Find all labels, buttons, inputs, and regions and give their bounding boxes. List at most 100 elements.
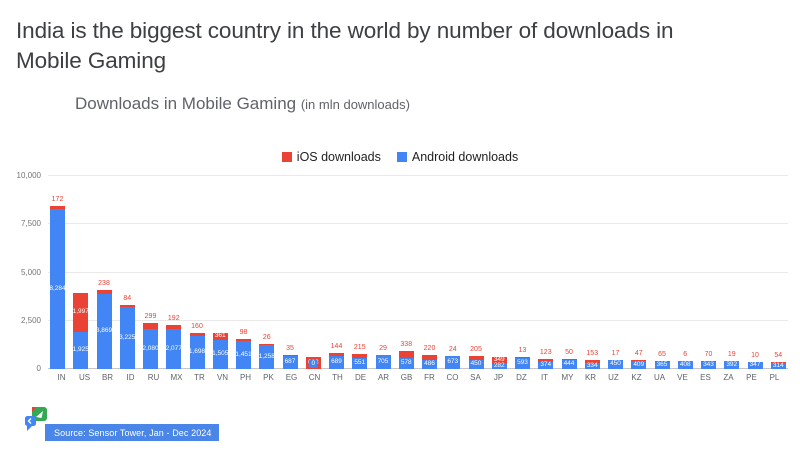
android-value-BR: 3,869 xyxy=(95,327,113,335)
ios-segment-PL xyxy=(770,361,786,363)
ios-value-TR: 160 xyxy=(191,323,203,331)
x-label-AR: AR xyxy=(377,373,390,382)
ios-segment-KR xyxy=(584,359,600,363)
x-label-CN: CN xyxy=(308,373,321,382)
ios-value-KR: 153 xyxy=(586,349,599,357)
gridline-7500 xyxy=(48,223,788,225)
legend-item-ios: iOS downloads xyxy=(281,150,381,164)
ios-segment-IN xyxy=(50,205,65,210)
ios-segment-ES xyxy=(701,361,716,363)
bar-VE: 6 408 xyxy=(677,351,693,369)
ios-value-UZ: 17 xyxy=(611,350,620,357)
page-title: India is the biggest country in the worl… xyxy=(16,18,674,74)
ios-segment-DE xyxy=(352,354,368,359)
android-swatch-icon xyxy=(396,152,407,162)
ios-segment-VN: 361 xyxy=(212,333,228,340)
x-label-ID: ID xyxy=(126,373,135,382)
ios-value-MY: 50 xyxy=(565,349,573,357)
bar-EG: 35 687 xyxy=(282,345,298,369)
ios-segment-AR xyxy=(375,354,391,356)
bar-DZ: 13 593 xyxy=(515,347,530,369)
ios-segment-UA xyxy=(654,360,670,362)
android-segment-PE: 347 xyxy=(747,361,763,369)
x-label-UA: UA xyxy=(653,373,666,382)
bar-TH: 144 689 xyxy=(329,343,344,369)
ios-value-TH: 144 xyxy=(330,342,343,350)
bar-ES: 70 343 xyxy=(701,351,716,369)
bar-DE: 215 551 xyxy=(352,344,368,369)
android-segment-MX: 2,077 xyxy=(165,328,182,369)
android-segment-AR: 705 xyxy=(375,355,391,369)
bar-RU: 299 2,080 xyxy=(142,313,159,369)
android-value-KZ: 409 xyxy=(633,360,645,368)
android-segment-RU: 2,080 xyxy=(142,328,159,369)
android-value-PE: 347 xyxy=(749,361,761,369)
bars-row: 172 8,284 1,997 1,925 238 3,869 84 3,225 299 2,08… xyxy=(48,176,788,369)
bar-chart: 172 8,284 1,997 1,925 238 3,869 84 3,225 299 2,08… xyxy=(8,171,788,373)
chart-title-text: Downloads in Mobile Gaming xyxy=(75,94,297,113)
bar-IT: 123 374 xyxy=(538,349,554,369)
android-value-PH: 1,451 xyxy=(235,350,252,358)
x-label-FR: FR xyxy=(424,373,435,382)
android-value-PK: 1,258 xyxy=(258,352,275,360)
x-label-PE: PE xyxy=(746,373,757,382)
y-tick-label: 10,000 xyxy=(16,171,41,180)
android-segment-ZA: 392 xyxy=(724,361,740,369)
x-label-VE: VE xyxy=(677,373,688,382)
android-segment-GB: 578 xyxy=(398,357,414,369)
x-label-BR: BR xyxy=(101,373,114,382)
x-label-US: US xyxy=(78,373,91,382)
android-segment-MY: 444 xyxy=(561,360,577,369)
ios-value-SA: 205 xyxy=(470,346,482,354)
x-label-PK: PK xyxy=(263,373,274,382)
ios-segment-TR xyxy=(189,333,205,337)
android-value-MX: 2,077 xyxy=(165,344,182,352)
x-label-TH: TH xyxy=(332,373,343,382)
x-label-IN: IN xyxy=(57,373,66,382)
ios-segment-MY xyxy=(561,359,577,361)
gridline-10000 xyxy=(48,175,788,176)
android-value-CN: 0 xyxy=(308,359,318,368)
x-label-VN: VN xyxy=(216,373,229,382)
ios-value-EG: 35 xyxy=(286,345,294,353)
android-value-RU: 2,080 xyxy=(142,344,159,352)
android-segment-EG: 687 xyxy=(282,355,298,369)
ios-value-BR: 238 xyxy=(98,279,110,287)
bar-PK: 26 1,258 xyxy=(258,334,275,369)
android-value-UA: 365 xyxy=(656,361,668,369)
bar-VN: 361 1,505 xyxy=(212,333,228,369)
android-value-TH: 689 xyxy=(331,358,342,366)
bar-PH: 98 1,451 xyxy=(235,329,252,369)
ios-segment-EG xyxy=(282,355,298,356)
android-value-ES: 343 xyxy=(703,361,714,369)
bar-GB: 338 578 xyxy=(398,341,414,369)
android-value-GB: 578 xyxy=(400,359,412,367)
android-segment-KZ: 409 xyxy=(631,360,647,369)
x-label-JP: JP xyxy=(493,373,504,382)
android-segment-JP: 282 xyxy=(491,363,507,369)
x-axis: IN US BR ID RU MX TR VN PH PK EG CN TH DE AR GB FR CO SA JP… xyxy=(48,373,788,382)
bar-TR: 160 1,698 xyxy=(189,323,205,369)
x-label-IT: IT xyxy=(540,373,549,382)
ios-value-CO: 24 xyxy=(448,345,457,353)
ios-value-US: 1,997 xyxy=(72,308,89,316)
bar-CO: 24 673 xyxy=(445,346,461,369)
ios-segment-FR xyxy=(422,355,437,360)
ios-value-UA: 65 xyxy=(658,350,666,358)
android-segment-PH: 1,451 xyxy=(235,341,252,369)
ios-value-FR: 220 xyxy=(423,345,436,353)
bar-UA: 65 365 xyxy=(654,351,670,369)
ios-segment-MX xyxy=(166,325,182,329)
gridline-5000 xyxy=(48,271,788,273)
x-label-GB: GB xyxy=(400,373,413,382)
x-label-TR: TR xyxy=(194,373,205,382)
ios-value-PE: 10 xyxy=(751,352,759,360)
x-label-EG: EG xyxy=(285,373,298,382)
android-value-PL: 314 xyxy=(772,361,784,369)
android-segment-TR: 1,698 xyxy=(189,336,205,369)
ios-value-ID: 84 xyxy=(123,295,132,303)
android-value-AR: 705 xyxy=(377,357,389,365)
ios-value-IT: 123 xyxy=(539,349,552,357)
android-segment-PK: 1,258 xyxy=(258,344,275,369)
ios-segment-BR xyxy=(96,289,112,295)
